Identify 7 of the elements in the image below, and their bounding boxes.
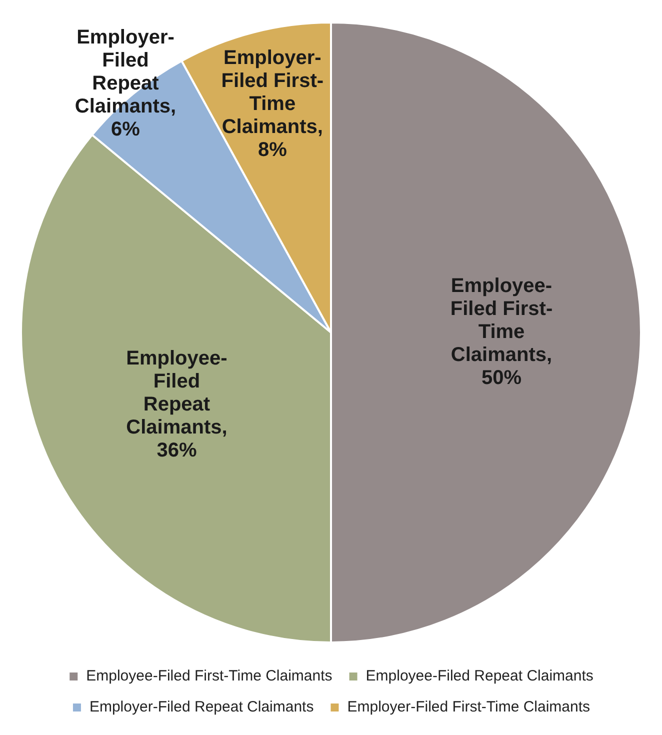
legend-label: Employer-Filed Repeat Claimants — [89, 698, 314, 716]
data-label: Employer-Filed First-Time Claimants, 8% — [221, 46, 324, 161]
legend-label: Employee-Filed First-Time Claimants — [86, 668, 332, 685]
data-label: Employee-Filed Repeat Claimants, 36% — [126, 348, 228, 462]
legend-label: Employee-Filed Repeat Claimants — [366, 668, 594, 685]
data-label: Employee-Filed First-Time Claimants, 50% — [450, 275, 553, 390]
legend-label: Employer-Filed First-Time Claimants — [347, 698, 590, 716]
